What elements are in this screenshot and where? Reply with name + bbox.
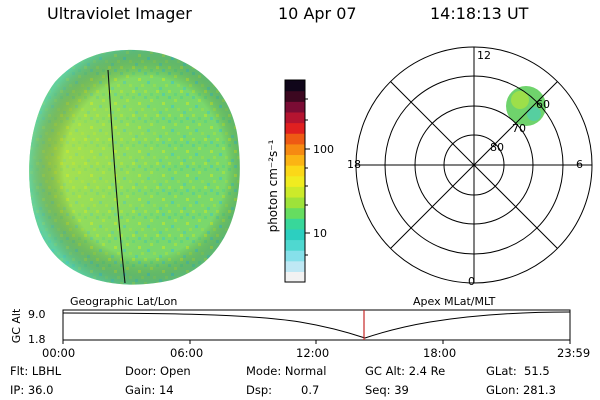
terminator-line [107,69,126,284]
earth-image [29,49,240,285]
glon-info: GLon: 281.3 [486,383,556,397]
colorbar [285,80,305,283]
x-tick-label-1200: 12:00 [296,346,329,360]
colorbar-band [285,80,305,92]
mlt-label-0: 0 [468,275,475,288]
timeline-right-title: Apex MLat/MLT [413,295,496,308]
colorbar-band [285,101,305,113]
colorbar-band [285,111,305,124]
x-tick-label-2359: 23:59 [557,346,590,360]
x-tick-label-0600: 06:00 [170,346,203,360]
lat-label-70: 70 [512,122,526,135]
colorbar-band [285,165,305,177]
earth-disk-limb [29,49,240,285]
y-tick-label-1-8: 1.8 [28,333,46,346]
mlt-label-6: 6 [576,158,583,171]
colorbar-band [285,271,305,283]
colorbar-band [285,260,305,272]
filter-info: Flt: LBHL [10,364,62,378]
dsp-label: Dsp: [246,383,273,397]
colorbar-band [285,175,305,187]
colorbar-frame [284,79,306,283]
colorbar-band [285,186,305,198]
altitude-timeline [62,309,571,344]
mlt-diagonal-2 [390,81,558,249]
lat-label-60: 60 [536,98,550,111]
dsp-value: 0.7 [301,383,320,397]
colorbar-tick-label-100: 100 [313,143,334,156]
colorbar-band [285,196,305,209]
aurora-patch-edge [527,107,541,121]
lat-label-80: 80 [490,141,504,154]
gc-alt-info: GC Alt: 2.4 Re [365,364,446,378]
altitude-curve [62,311,571,339]
aurora-patch-core [511,91,529,109]
mode-info: Mode: Normal [246,364,327,378]
date-label: 10 Apr 07 [278,4,357,23]
door-info: Door: Open [125,364,191,378]
y-axis-label: GC Alt [10,308,23,343]
colorbar-band [285,154,305,166]
colorbar-unit-label: photon cm⁻²s⁻¹ [266,139,280,232]
colorbar-band [285,122,305,134]
polar-plot [355,46,593,284]
gain-info: Gain: 14 [125,383,174,397]
ip-info: IP: 36.0 [10,383,54,397]
glat-info: GLat: 51.5 [486,364,550,378]
page-title: Ultraviolet Imager [47,4,192,23]
mlt-label-18: 18 [347,158,361,171]
timeline-left-title: Geographic Lat/Lon [70,295,177,308]
colorbar-band [285,207,305,219]
colorbar-band [285,143,305,156]
colorbar-band [285,90,305,102]
x-tick-label-0000: 00:00 [42,346,75,360]
colorbar-band [285,250,305,262]
mlt-label-12: 12 [477,49,491,62]
colorbar-band [285,239,305,251]
colorbar-tick-label-10: 10 [313,227,327,240]
y-tick-label-9: 9.0 [28,308,46,321]
colorbar-band [285,133,305,145]
colorbar-band [285,228,305,241]
seq-info: Seq: 39 [365,383,409,397]
colorbar-band [285,218,305,230]
time-label: 14:18:13 UT [430,4,529,23]
x-tick-label-1800: 18:00 [423,346,456,360]
